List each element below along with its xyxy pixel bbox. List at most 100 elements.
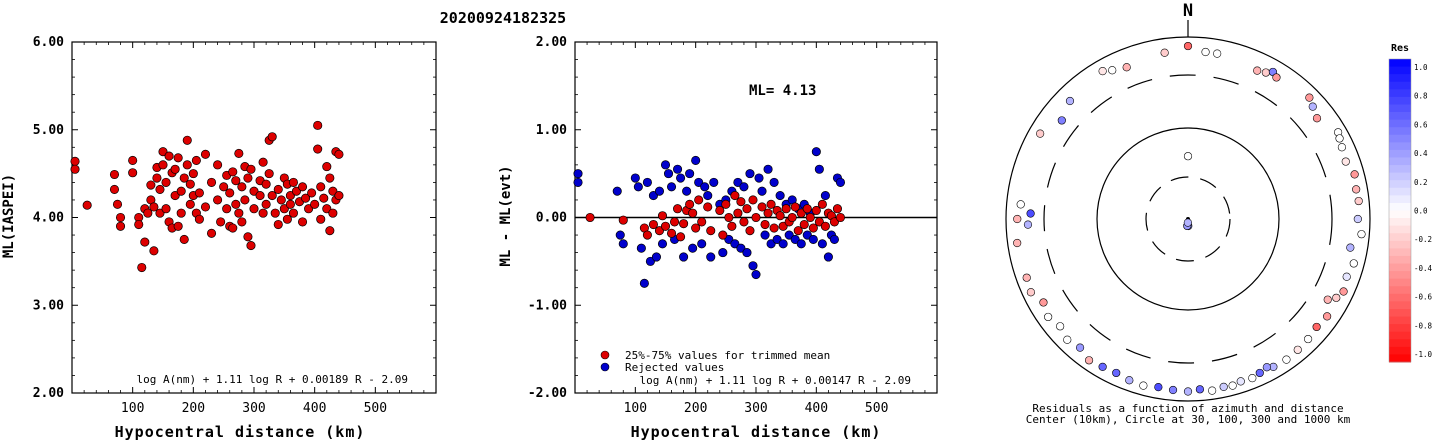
legend-kept-marker (600, 350, 610, 360)
colorbar-tick-label: 0.2 (1414, 178, 1428, 187)
left-data-point (325, 173, 335, 183)
mid-rejected-point (703, 191, 713, 201)
mid-kept-point (736, 197, 746, 207)
left-data-point (182, 160, 192, 170)
mid-kept-point (673, 204, 683, 214)
left-data-point (140, 237, 150, 247)
colorbar-tick-label: -0.6 (1414, 293, 1433, 302)
mid-kept-point (694, 195, 704, 205)
polar-station-point (1026, 209, 1035, 218)
mid-kept-point (760, 219, 770, 230)
polar-station-point (1016, 200, 1025, 209)
colorbar-cell (1389, 255, 1411, 265)
mid-kept-point (799, 219, 809, 230)
left-data-point (297, 182, 308, 192)
mid-kept-point (697, 217, 707, 227)
polar-station-point (1236, 377, 1245, 386)
mid-rejected-point (820, 191, 830, 201)
left-data-point (185, 199, 195, 209)
left-data-point (301, 193, 311, 203)
colorbar-cell (1389, 240, 1411, 249)
left-data-point (319, 193, 329, 203)
polar-station-point (1044, 312, 1053, 322)
left-data-point (149, 202, 159, 212)
polar-station-point (1108, 66, 1117, 75)
mid-kept-point (748, 195, 758, 205)
left-data-point (149, 246, 159, 256)
mid-rejected-point (829, 234, 839, 244)
mid-xtick-label: 200 (684, 401, 707, 416)
mid-kept-point (778, 221, 788, 231)
mid-rejected-point (760, 230, 770, 240)
mid-kept-point (669, 217, 680, 227)
mid-rejected-point (757, 186, 767, 196)
mid-kept-point (829, 217, 839, 227)
colorbar-cell (1389, 104, 1411, 113)
mid-kept-point (691, 223, 701, 233)
polar-station-point (1183, 387, 1193, 396)
polar-points (1013, 41, 1366, 396)
left-x-axis-label: Hypocentral distance (km) (115, 423, 366, 441)
colorbar-tick-label: 0.4 (1414, 149, 1428, 158)
polar-station-point (1353, 214, 1362, 224)
left-data-point (179, 234, 189, 244)
mid-kept-point (718, 230, 728, 240)
colorbar-cell (1389, 308, 1411, 318)
colorbar-tick-label: -0.8 (1414, 321, 1433, 330)
polar-station-point (1346, 243, 1355, 252)
polar-station-point (1023, 220, 1033, 229)
mid-kept-point (730, 191, 740, 201)
left-ytick-label: 2.00 (33, 386, 64, 401)
left-data-point (228, 167, 238, 177)
left-data-point (191, 155, 201, 166)
left-data-point (261, 179, 271, 189)
mid-rejected-point (742, 248, 752, 258)
left-data-point (173, 221, 183, 231)
left-ytick-label: 4.00 (33, 211, 64, 226)
left-data-point (115, 221, 126, 231)
mid-rejected-point (733, 177, 743, 187)
left-data-point (249, 186, 259, 196)
mid-kept-point (666, 228, 677, 238)
left-data-point (285, 191, 295, 201)
mid-rejected-point (736, 243, 746, 253)
left-data-point (112, 199, 123, 209)
legend-rejected-label: Rejected values (625, 361, 724, 374)
colorbar-cell (1389, 218, 1411, 227)
polar-station-point (1282, 355, 1291, 364)
colorbar-tick-label: 0.6 (1414, 120, 1428, 129)
polar-station-point (1357, 230, 1366, 239)
legend-kept-label: 25%-75% values for trimmed mean (625, 349, 830, 362)
left-data-point (328, 186, 338, 196)
mid-rejected-point (814, 164, 824, 174)
mid-rejected-point (645, 256, 655, 266)
colorbar-tick-label: 1.0 (1414, 63, 1428, 72)
mid-rejected-point (573, 169, 583, 179)
left-data-point (288, 208, 298, 218)
colorbar-cell (1389, 59, 1411, 68)
mid-rejected-point (748, 261, 758, 271)
left-data-point (258, 208, 268, 218)
colorbar-tick-label: 0.0 (1414, 207, 1428, 216)
left-data-point (273, 219, 283, 230)
colorbar-cell (1389, 187, 1411, 196)
left-panel: 2.00 3.00 4.00 5.00 6.00 100 200 300 400 500 log … (1, 35, 437, 441)
left-data-point (170, 191, 180, 201)
polar-station-point (1063, 335, 1072, 344)
polar-station-point (1098, 67, 1107, 76)
mid-rejected-point (682, 186, 692, 196)
polar-station-point (1139, 381, 1148, 390)
left-data-point (334, 149, 344, 159)
mid-kept-point (781, 204, 791, 214)
left-xtick-label: 300 (242, 401, 265, 416)
mid-kept-point (685, 199, 695, 209)
colorbar-cell (1389, 293, 1411, 302)
polar-station-point (1342, 272, 1351, 281)
mid-kept-point (715, 205, 725, 216)
mid-rejected-point (697, 239, 707, 249)
left-data-point (255, 191, 265, 201)
colorbar-cell (1389, 195, 1411, 204)
polar-station-point (1303, 334, 1313, 344)
mid-rejected-point (642, 177, 652, 187)
left-data-point (182, 135, 192, 145)
